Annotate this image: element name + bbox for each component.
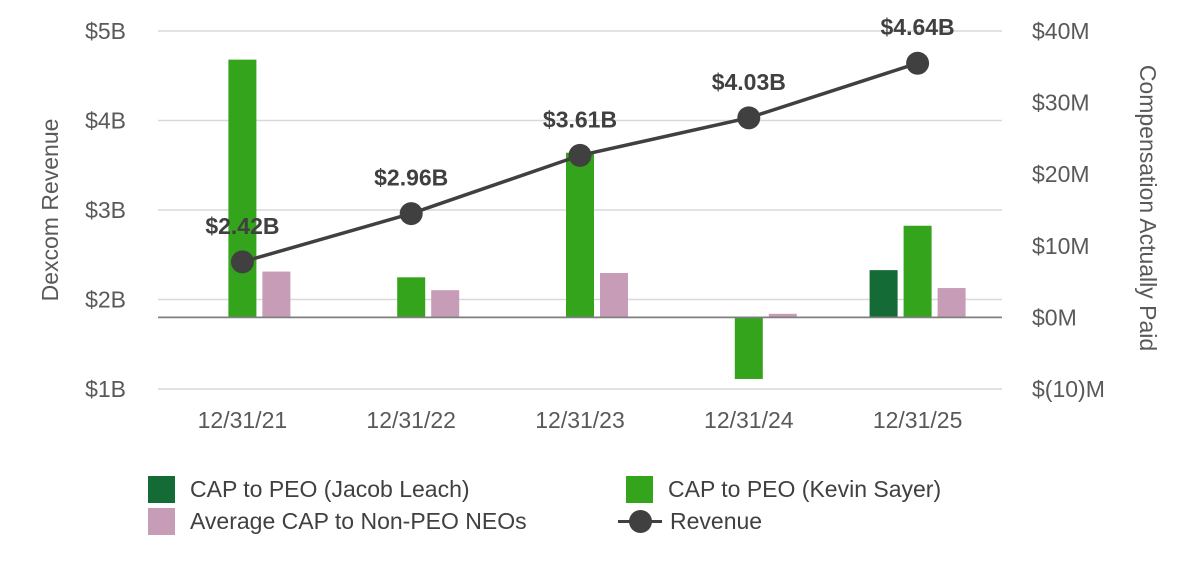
x-tick-12-31-23: 12/31/23: [535, 407, 625, 433]
revenue-label-12-31-21: $2.42B: [205, 213, 279, 239]
revenue-point-12-31-21: [230, 250, 254, 274]
right-tick-3: $10M: [1032, 233, 1090, 259]
x-tick-12-31-22: 12/31/22: [366, 407, 456, 433]
right-tick-4: $0M: [1032, 304, 1077, 330]
legend-item-non-peo-neos: Average CAP to Non-PEO NEOs: [148, 506, 527, 536]
left-axis-ticks: $5B $4B $3B $2B $1B: [85, 18, 126, 402]
revenue-point-12-31-23: [568, 143, 592, 167]
left-tick-0: $5B: [85, 18, 126, 44]
x-tick-12-31-24: 12/31/24: [704, 407, 794, 433]
left-tick-2: $3B: [85, 197, 126, 223]
chart: $2.42B $2.96B $3.61B $4.03B $4.64B $5B $4B $3B…: [37, 14, 1161, 433]
bar-average-cap-to-non-peo-neos-12-31-23: [600, 273, 628, 318]
left-tick-3: $2B: [85, 287, 126, 313]
right-tick-2: $20M: [1032, 161, 1090, 187]
legend: CAP to PEO (Jacob Leach) CAP to PEO (Kev…: [148, 474, 1048, 544]
legend-item-revenue: Revenue: [618, 506, 762, 536]
left-tick-4: $1B: [85, 376, 126, 402]
revenue-label-12-31-23: $3.61B: [543, 106, 617, 132]
bar-average-cap-to-non-peo-neos-12-31-24: [768, 313, 797, 318]
bar-average-cap-to-non-peo-neos-12-31-25: [937, 288, 966, 318]
bars: [228, 59, 966, 379]
legend-label-kevin-sayer: CAP to PEO (Kevin Sayer): [668, 475, 942, 502]
legend-swatch-revenue: [618, 508, 662, 535]
bar-average-cap-to-non-peo-neos-12-31-21: [262, 271, 291, 318]
right-axis-title: Compensation Actually Paid: [1135, 65, 1161, 351]
bar-cap-to-peo-kevin-sayer-12-31-24: [734, 317, 763, 379]
legend-label-jacob-leach: CAP to PEO (Jacob Leach): [190, 475, 470, 502]
left-axis-title: Dexcom Revenue: [37, 119, 63, 302]
x-tick-12-31-25: 12/31/25: [873, 407, 963, 433]
legend-label-non-peo-neos: Average CAP to Non-PEO NEOs: [190, 507, 527, 534]
bar-average-cap-to-non-peo-neos-12-31-22: [431, 290, 460, 318]
x-axis-ticks: 12/31/21 12/31/22 12/31/23 12/31/24 12/31/25: [198, 407, 963, 433]
bar-cap-to-peo-kevin-sayer-12-31-23: [566, 152, 594, 318]
legend-swatch-non-peo-neos: [148, 507, 175, 535]
revenue-line: [230, 51, 930, 274]
revenue-label-12-31-22: $2.96B: [374, 165, 448, 191]
revenue-point-12-31-25: [906, 51, 930, 75]
bar-cap-to-peo-kevin-sayer-12-31-25: [903, 225, 932, 318]
revenue-label-12-31-24: $4.03B: [712, 69, 786, 95]
bar-cap-to-peo-kevin-sayer-12-31-21: [228, 59, 257, 318]
legend-label-revenue: Revenue: [670, 507, 763, 534]
bar-cap-to-peo-kevin-sayer-12-31-22: [397, 277, 426, 318]
revenue-point-12-31-24: [737, 106, 761, 130]
legend-item-kevin-sayer: CAP to PEO (Kevin Sayer): [626, 474, 941, 504]
right-tick-0: $40M: [1032, 18, 1090, 44]
right-axis-ticks: $40M $30M $20M $10M $0M $(10)M: [1032, 18, 1105, 402]
bar-cap-to-peo-jacob-leach-12-31-25: [869, 270, 898, 318]
legend-swatch-kevin-sayer: [626, 475, 653, 503]
data-labels: $2.42B $2.96B $3.61B $4.03B $4.64B: [205, 14, 954, 239]
right-tick-5: $(10)M: [1032, 376, 1105, 402]
x-tick-12-31-21: 12/31/21: [198, 407, 288, 433]
revenue-label-12-31-25: $4.64B: [881, 14, 955, 40]
left-tick-1: $4B: [85, 108, 126, 134]
legend-swatch-jacob-leach: [148, 475, 175, 503]
legend-item-jacob-leach: CAP to PEO (Jacob Leach): [148, 474, 470, 504]
revenue-point-12-31-22: [399, 202, 423, 226]
right-tick-1: $30M: [1032, 90, 1090, 116]
